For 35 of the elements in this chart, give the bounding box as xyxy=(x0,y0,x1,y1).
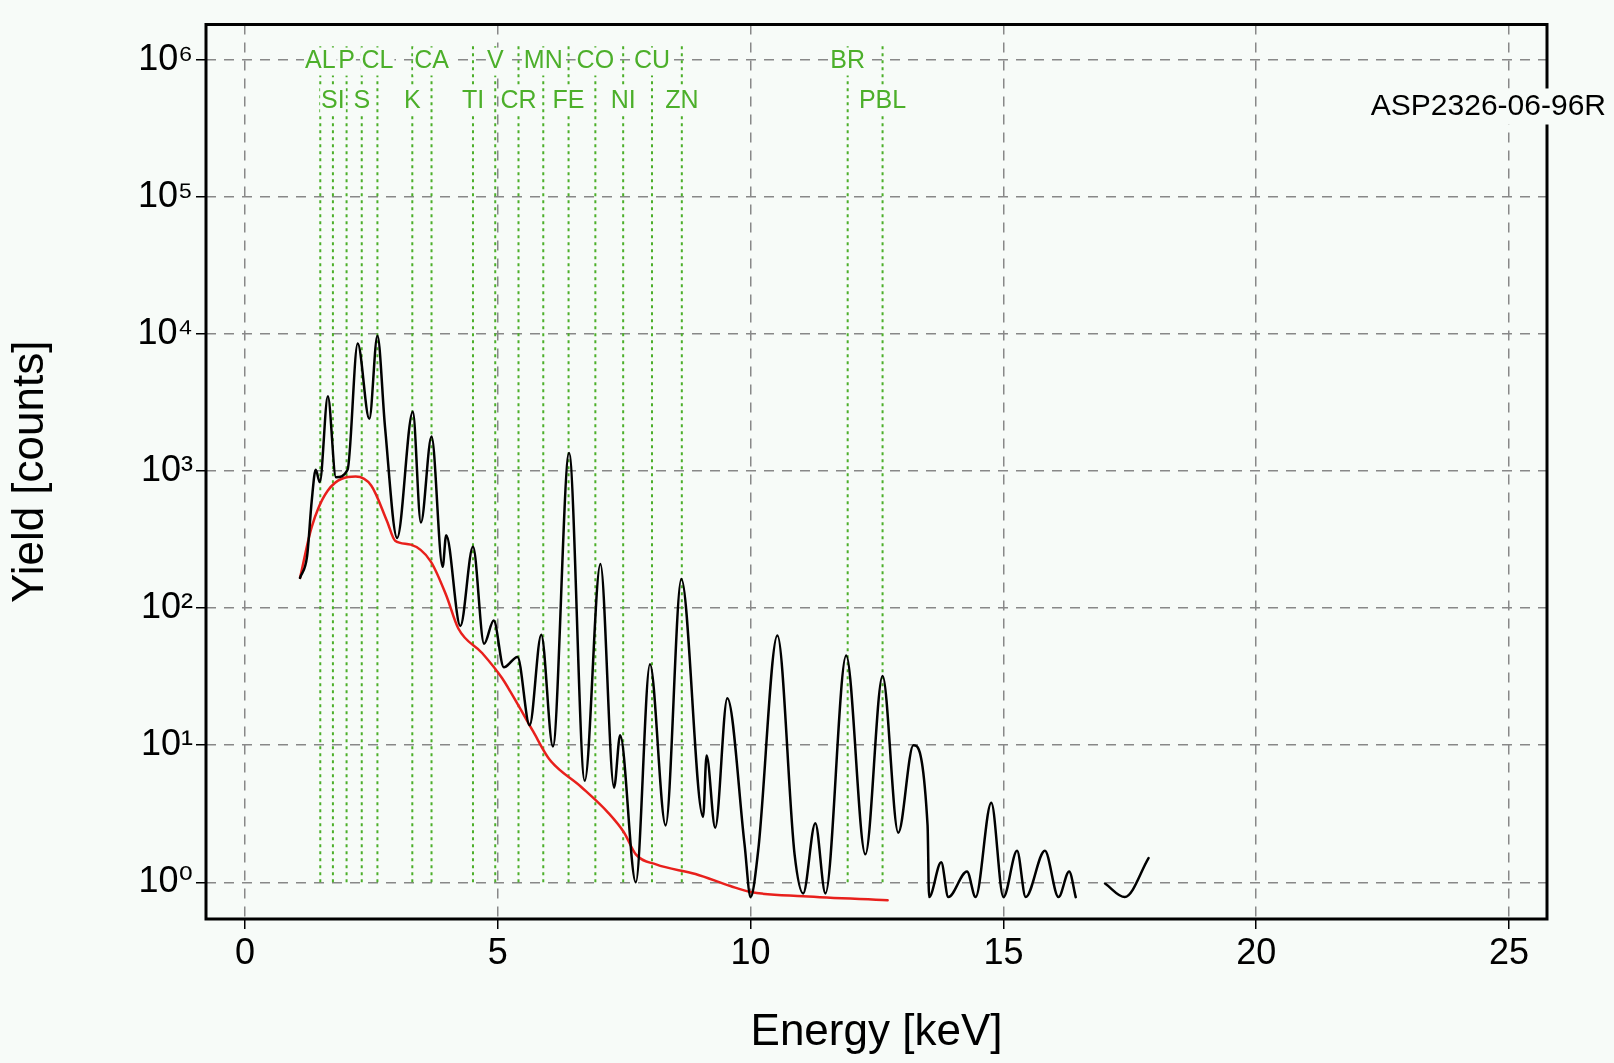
ref-line-label: SI xyxy=(321,85,345,114)
y-tick-label: 10³ xyxy=(140,447,194,489)
ref-line-label: BR xyxy=(830,45,866,74)
ref-line-label: TI xyxy=(461,85,485,114)
line-series xyxy=(298,475,889,902)
ref-line-label: K xyxy=(403,85,421,114)
x-tick-label: 25 xyxy=(1489,930,1530,972)
y-tick-label: 10⁵ xyxy=(138,173,193,215)
x-tick-label: 0 xyxy=(234,930,255,972)
annotation: ASP2326-06-96R xyxy=(1370,87,1606,121)
y-axis-title: Yield [counts] xyxy=(2,340,52,604)
y-tick-label: 10¹ xyxy=(140,722,194,764)
ref-line-label: V xyxy=(486,45,504,74)
ref-line-label: CO xyxy=(576,45,615,74)
y-tick-label: 10⁴ xyxy=(137,310,193,352)
ref-line-label: P xyxy=(338,45,355,74)
ref-line-label: AL xyxy=(304,45,336,74)
x-tick-label: 15 xyxy=(983,930,1024,972)
ref-line-label: PBL xyxy=(858,85,907,114)
y-tick-label: 10² xyxy=(140,584,194,626)
ref-line-label: CU xyxy=(633,45,671,74)
ref-line-label: ZN xyxy=(665,85,699,114)
x-tick-label: 20 xyxy=(1236,930,1277,972)
ref-line-label: CR xyxy=(500,85,537,114)
x-tick-label: 10 xyxy=(730,930,771,972)
x-tick-label: 5 xyxy=(487,930,508,972)
y-tick-label: 10⁶ xyxy=(138,36,193,78)
ref-line-label: CL xyxy=(361,45,394,74)
y-tick-label: 10⁰ xyxy=(138,859,193,901)
ref-line-label: S xyxy=(353,85,371,114)
ref-line-label: MN xyxy=(523,45,563,74)
ref-line-label: NI xyxy=(610,85,636,114)
ref-line-label: FE xyxy=(552,85,585,114)
ref-line-label: CA xyxy=(414,45,450,74)
x-axis-title: Energy [keV] xyxy=(750,1004,1003,1054)
